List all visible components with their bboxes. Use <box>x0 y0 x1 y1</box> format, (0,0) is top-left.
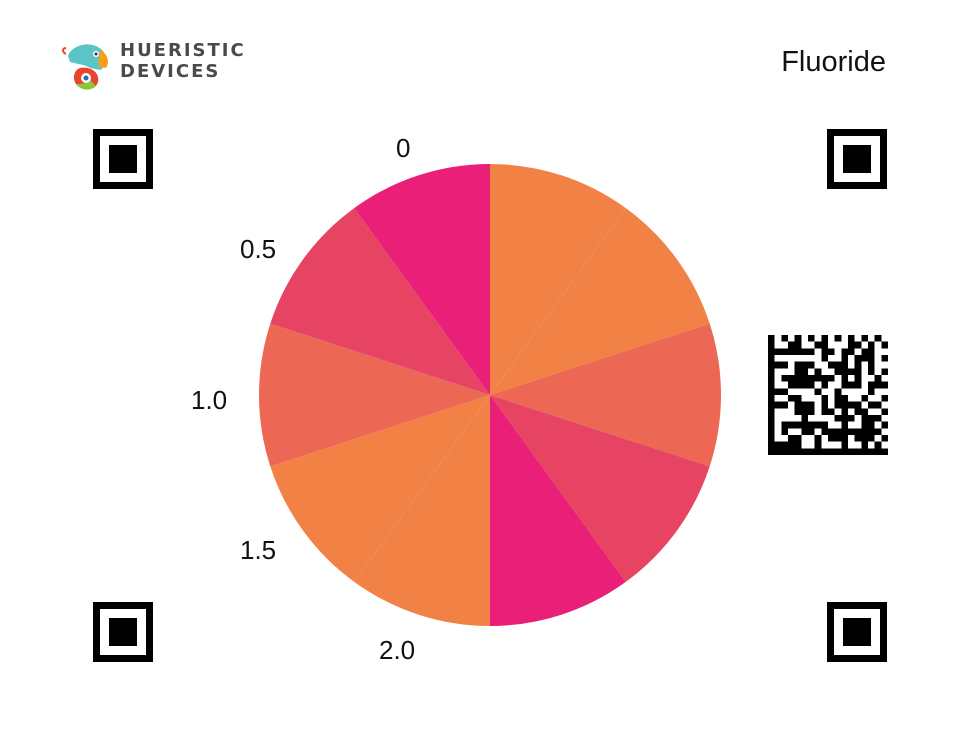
pie-slice-4 <box>490 395 710 582</box>
scale-label-2-0: 2.0 <box>379 635 416 665</box>
pie-slice-7 <box>270 395 490 582</box>
color-wheel-chart <box>259 164 721 626</box>
finder-pattern-top-left <box>93 129 153 189</box>
pie-slice-3 <box>490 323 721 467</box>
brand-name-line2: DEVICES <box>120 61 221 82</box>
finder-pattern-top-right <box>827 129 887 189</box>
pie-slice-1 <box>490 164 626 395</box>
pie-slice-2 <box>490 208 710 395</box>
finder-pattern-bottom-right <box>827 602 887 662</box>
scale-label-0: 0 <box>396 133 411 163</box>
scale-label-1-5: 1.5 <box>240 535 277 565</box>
pie-slice-6 <box>354 395 490 626</box>
brand-logo: HUERISTIC DEVICES <box>60 38 280 94</box>
chameleon-icon <box>62 44 108 90</box>
analyte-title: Fluoride <box>781 46 886 78</box>
finder-pattern-bottom-left <box>93 602 153 662</box>
pie-slice-5 <box>490 395 626 626</box>
scale-label-1-0: 1.0 <box>191 385 228 415</box>
pie-slice-10 <box>354 164 490 395</box>
scale-label-0-5: 0.5 <box>240 234 277 264</box>
pie-slice-8 <box>259 323 490 467</box>
data-matrix-code-icon <box>768 335 888 455</box>
pie-slice-9 <box>270 208 490 395</box>
brand-name-line1: HUERISTIC <box>120 40 246 61</box>
